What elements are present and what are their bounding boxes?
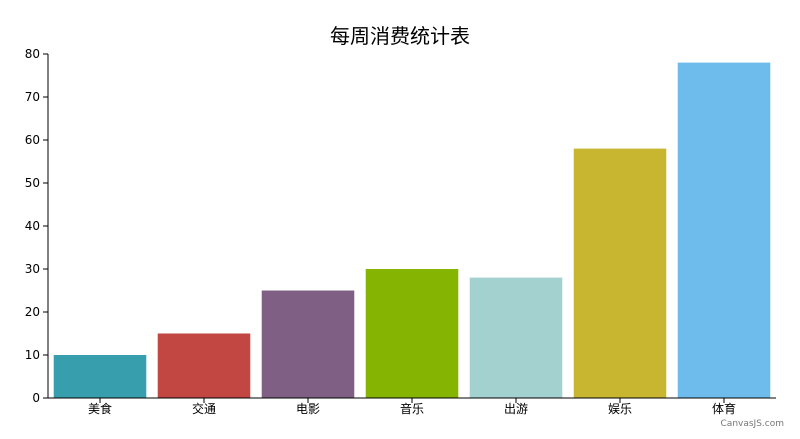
x-tick-label: 音乐 xyxy=(400,401,424,416)
x-tick-label: 娱乐 xyxy=(608,402,632,416)
y-tick-label: 20 xyxy=(25,305,40,319)
y-tick-label: 0 xyxy=(32,391,40,405)
bar-7 xyxy=(677,62,771,398)
x-tick-label: 出游 xyxy=(504,402,528,416)
y-tick-label: 30 xyxy=(25,262,40,276)
chart-title: 每周消费统计表 xyxy=(330,24,470,48)
bar-4 xyxy=(365,269,459,398)
bar-5 xyxy=(469,277,563,398)
x-tick-label: 美食 xyxy=(88,401,112,416)
y-tick-label: 40 xyxy=(25,219,40,233)
y-tick-label: 10 xyxy=(25,348,40,362)
bar-1 xyxy=(53,355,147,398)
y-tick-label: 60 xyxy=(25,133,40,147)
bar-6 xyxy=(573,148,667,398)
x-tick-label: 体育 xyxy=(712,401,736,416)
bar-3 xyxy=(261,290,355,398)
bar-2 xyxy=(157,333,251,398)
y-tick-label: 50 xyxy=(25,176,40,190)
canvasjs-credit-link[interactable]: CanvasJS.com xyxy=(720,419,784,429)
x-tick-label: 交通 xyxy=(192,401,216,416)
y-tick-label: 80 xyxy=(25,47,40,61)
y-tick-label: 70 xyxy=(25,90,40,104)
x-tick-label: 电影 xyxy=(296,402,320,416)
